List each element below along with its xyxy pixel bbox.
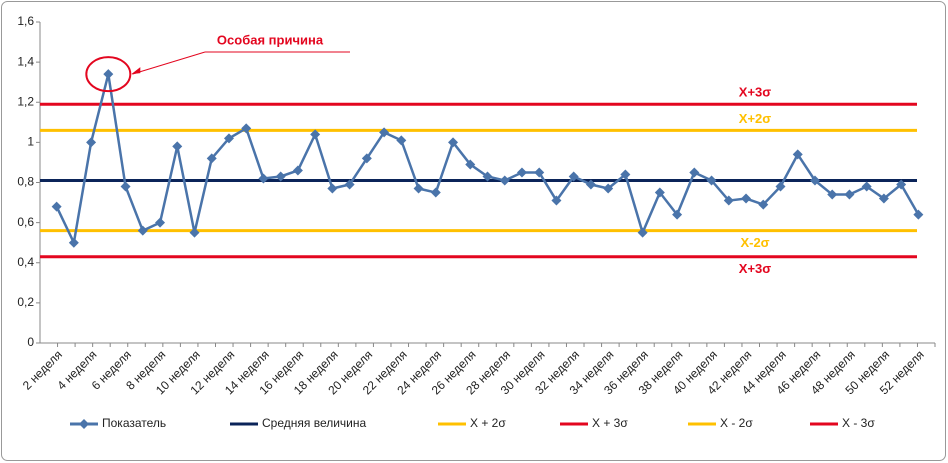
point [585, 179, 596, 190]
y-tick-label: 0,4 [17, 255, 34, 269]
legend-label: X + 2σ [470, 416, 506, 430]
legend-label: Средняя величина [262, 416, 367, 430]
y-tick-label: 0,8 [17, 175, 34, 189]
point [155, 217, 166, 228]
point [637, 227, 648, 238]
point [189, 227, 200, 238]
legend-item: Показатель [70, 416, 166, 430]
point [913, 209, 924, 220]
point [809, 175, 820, 186]
line-label: X+3σ [739, 261, 771, 276]
point [878, 193, 889, 204]
point [223, 133, 234, 144]
point [275, 171, 286, 182]
point [861, 181, 872, 192]
point [448, 137, 459, 148]
y-tick-label: 1,6 [17, 14, 34, 28]
y-tick-label: 1 [27, 135, 34, 149]
point [172, 141, 183, 152]
point [775, 181, 786, 192]
point [482, 171, 493, 182]
point [86, 137, 97, 148]
legend-item: X - 3σ [810, 416, 875, 430]
legend-item: Средняя величина [230, 416, 367, 430]
point [723, 195, 734, 206]
point [689, 167, 700, 178]
point [758, 199, 769, 210]
line-label: X+3σ [739, 85, 771, 100]
legend-label: X - 2σ [720, 416, 753, 430]
legend-marker [79, 419, 89, 429]
point [672, 209, 683, 220]
point [603, 183, 614, 194]
point [51, 201, 62, 212]
point [706, 175, 717, 186]
annotation-arrow [132, 51, 206, 75]
point [103, 69, 114, 80]
point [430, 187, 441, 198]
point [310, 129, 321, 140]
point [792, 149, 803, 160]
legend-label: X + 3σ [592, 416, 628, 430]
point [379, 127, 390, 138]
point [344, 179, 355, 190]
line-label: X+2σ [739, 111, 771, 126]
point [551, 195, 562, 206]
point [206, 153, 217, 164]
point [534, 167, 545, 178]
legend-item: X - 2σ [688, 416, 753, 430]
point [465, 159, 476, 170]
legend-item: X + 2σ [438, 416, 506, 430]
y-tick-label: 0,2 [17, 295, 34, 309]
y-tick-label: 0 [27, 335, 34, 349]
y-tick-label: 0,6 [17, 215, 34, 229]
point [396, 135, 407, 146]
point [241, 123, 252, 134]
y-tick-label: 1,4 [17, 54, 34, 68]
point [568, 171, 579, 182]
point [499, 175, 510, 186]
point [654, 187, 665, 198]
point [292, 165, 303, 176]
point [68, 237, 79, 248]
legend-label: Показатель [102, 416, 166, 430]
point [361, 153, 372, 164]
point [516, 167, 527, 178]
point [741, 193, 752, 204]
point [844, 189, 855, 200]
point [327, 183, 338, 194]
point [620, 169, 631, 180]
annotation-text: Особая причина [217, 32, 324, 47]
annotation-arrowhead [131, 67, 141, 75]
y-tick-label: 1,2 [17, 94, 34, 108]
point [827, 189, 838, 200]
legend-item: X + 3σ [560, 416, 628, 430]
point [137, 225, 148, 236]
line-label: X-2σ [740, 235, 769, 250]
point [120, 181, 131, 192]
legend-label: X - 3σ [842, 416, 875, 430]
annotation-circle [85, 56, 132, 93]
point [896, 179, 907, 190]
point [258, 173, 269, 184]
point [413, 183, 424, 194]
